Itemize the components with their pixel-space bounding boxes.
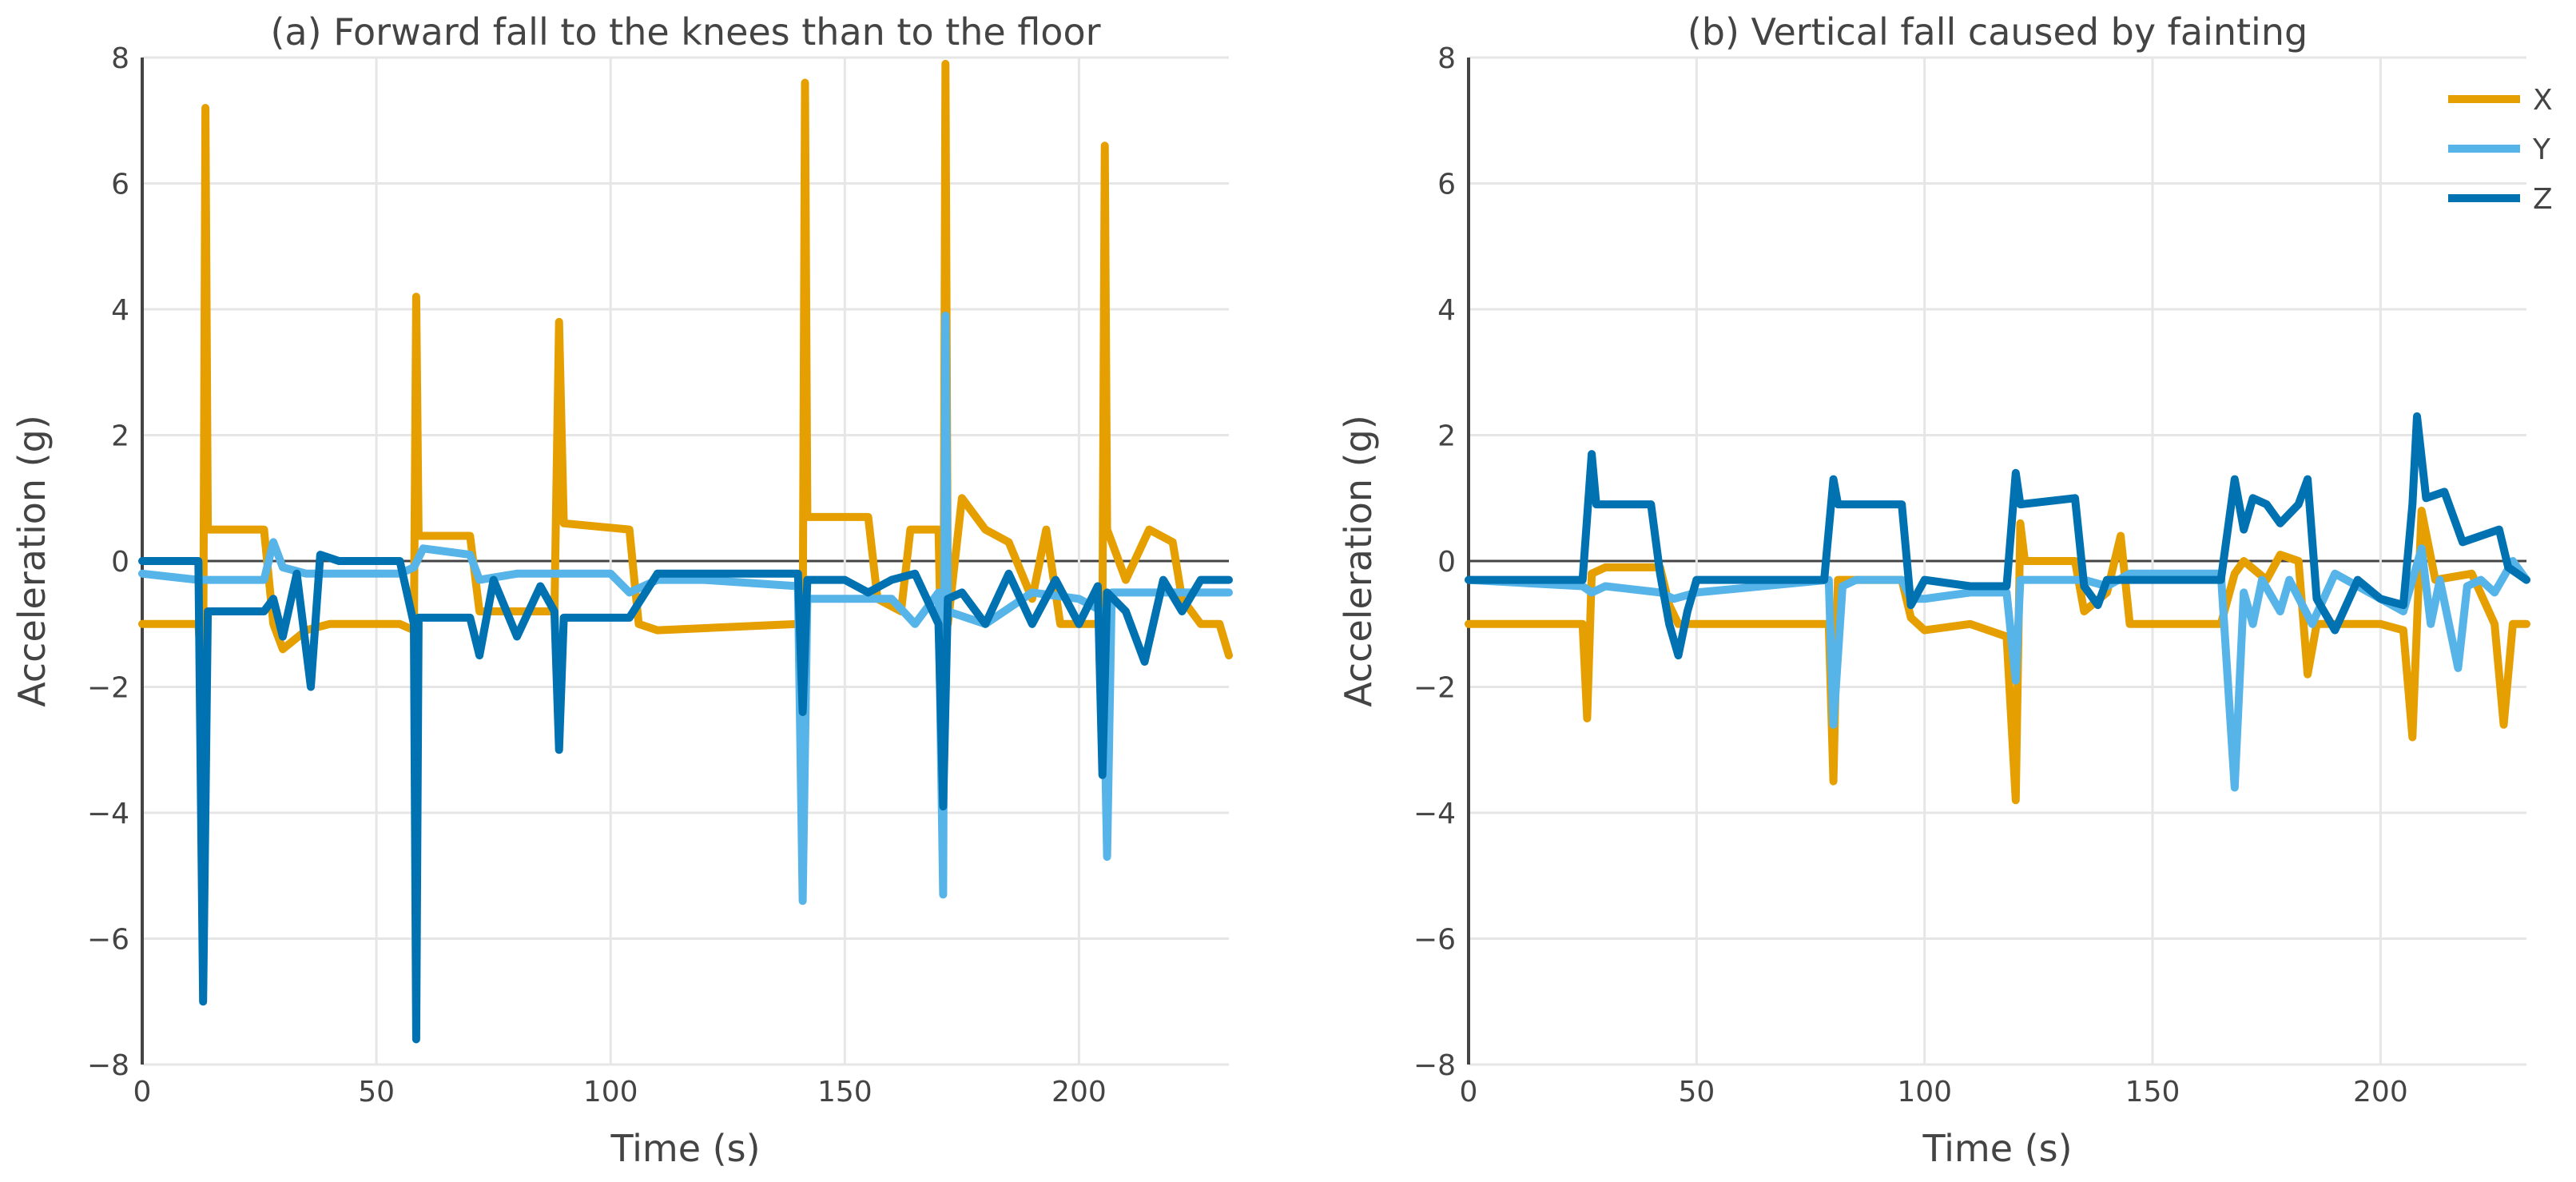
legend-label-y: Y bbox=[2532, 133, 2551, 166]
chart-0-xtick-label: 50 bbox=[358, 1076, 395, 1108]
chart-0-ytick-label: 4 bbox=[111, 294, 129, 327]
chart-1-xtick-label: 50 bbox=[1678, 1076, 1715, 1108]
chart-0-ytick-label: −4 bbox=[87, 798, 129, 830]
chart-0-xtick-label: 0 bbox=[133, 1076, 152, 1108]
chart-1-ytick-label: −8 bbox=[1413, 1049, 1456, 1082]
chart-0-series-z bbox=[138, 551, 1233, 1044]
chart-0-y-axis-label: Acceleration (g) bbox=[10, 415, 54, 707]
legend-label-z: Z bbox=[2533, 183, 2553, 216]
chart-1-series-z bbox=[1465, 412, 2530, 660]
chart-0-ytick-label: 6 bbox=[111, 169, 129, 201]
chart-1-title: (b) Vertical fall caused by fainting bbox=[1688, 10, 2308, 54]
chart-0-ytick-label: −8 bbox=[87, 1049, 129, 1082]
chart-1: −8 −6 −4 −2 0 2 4 6 8 0 50 100 150 200 (b) Vertical fa… bbox=[1337, 10, 2553, 1170]
chart-1-ytick-label: 4 bbox=[1437, 294, 1456, 327]
chart-1-xtick-label: 100 bbox=[1897, 1076, 1952, 1108]
chart-1-ytick-label: 8 bbox=[1437, 42, 1456, 75]
chart-0: −8 −6 −4 −2 0 2 4 6 8 0 50 100 150 200 (a) Forward fal… bbox=[10, 10, 1233, 1170]
legend-label-x: X bbox=[2533, 84, 2553, 117]
chart-1-ytick-label: −6 bbox=[1413, 924, 1456, 957]
chart-1-ytick-label: −2 bbox=[1413, 672, 1456, 705]
chart-1-xtick-label: 150 bbox=[2125, 1076, 2180, 1108]
chart-1-series-x bbox=[1465, 507, 2530, 805]
chart-1-ytick-label: −4 bbox=[1413, 798, 1456, 830]
chart-0-ytick-label: 2 bbox=[111, 420, 129, 453]
chart-0-ytick-label: −2 bbox=[87, 672, 129, 705]
chart-1-legend: XYZ bbox=[2448, 84, 2553, 216]
chart-0-xtick-label: 100 bbox=[583, 1076, 638, 1108]
chart-0-series-y bbox=[138, 311, 1233, 905]
chart-1-xtick-label: 0 bbox=[1460, 1076, 1478, 1108]
chart-1-xtick-label: 200 bbox=[2353, 1076, 2408, 1108]
chart-0-x-axis-label: Time (s) bbox=[610, 1127, 760, 1170]
chart-0-ytick-label: 8 bbox=[111, 42, 129, 75]
chart-0-xtick-label: 200 bbox=[1051, 1076, 1107, 1108]
chart-0-title: (a) Forward fall to the knees than to th… bbox=[270, 10, 1100, 54]
chart-0-ytick-label: 0 bbox=[111, 546, 129, 579]
chart-1-ytick-label: 0 bbox=[1437, 546, 1456, 579]
chart-0-xtick-label: 150 bbox=[817, 1076, 873, 1108]
chart-1-ytick-label: 2 bbox=[1437, 420, 1456, 453]
chart-1-y-axis-label: Acceleration (g) bbox=[1337, 415, 1380, 707]
chart-1-ytick-label: 6 bbox=[1437, 169, 1456, 201]
chart-0-ytick-label: −6 bbox=[87, 924, 129, 957]
chart-1-x-axis-label: Time (s) bbox=[1922, 1127, 2072, 1170]
